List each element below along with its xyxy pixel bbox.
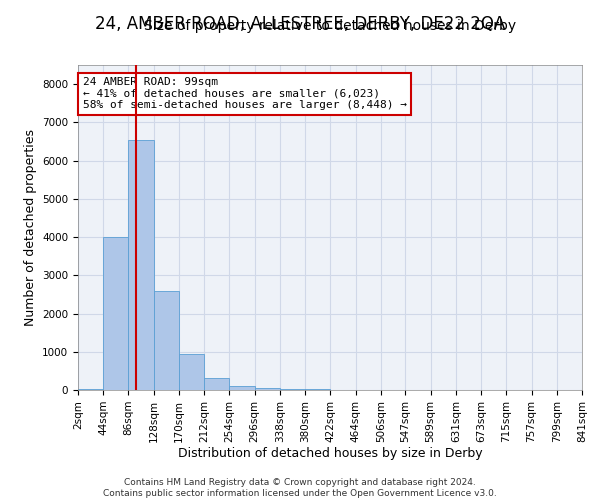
Bar (280, 389, 305, 390)
Bar (179, 354, 204, 390)
Text: Contains HM Land Registry data © Crown copyright and database right 2024.
Contai: Contains HM Land Registry data © Crown c… (103, 478, 497, 498)
Bar (103, 237, 128, 390)
Bar (154, 290, 179, 390)
Bar (128, 140, 154, 390)
Y-axis label: Number of detached properties: Number of detached properties (23, 129, 37, 326)
Text: 24, AMBER ROAD, ALLESTREE, DERBY, DE22 2QA: 24, AMBER ROAD, ALLESTREE, DERBY, DE22 2… (95, 15, 505, 33)
Title: Size of property relative to detached houses in Derby: Size of property relative to detached ho… (144, 20, 516, 34)
Bar (204, 378, 229, 390)
Text: 24 AMBER ROAD: 99sqm
← 41% of detached houses are smaller (6,023)
58% of semi-de: 24 AMBER ROAD: 99sqm ← 41% of detached h… (83, 77, 407, 110)
Bar (254, 388, 280, 390)
Bar (78, 389, 103, 390)
Bar (229, 386, 254, 390)
X-axis label: Distribution of detached houses by size in Derby: Distribution of detached houses by size … (178, 448, 482, 460)
